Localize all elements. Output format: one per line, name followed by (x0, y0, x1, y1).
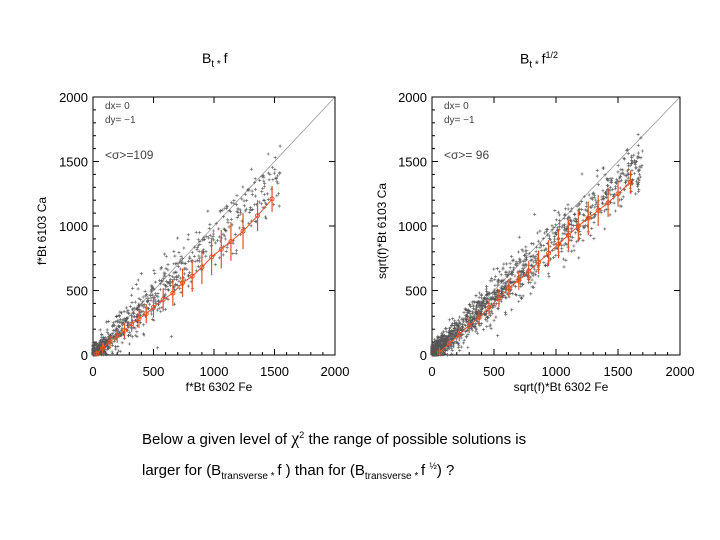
y-tick-label: 1500 (398, 155, 427, 170)
scatter-markers (430, 133, 645, 357)
mean-point (615, 191, 621, 197)
mean-point (143, 311, 149, 317)
mean-point (605, 200, 611, 206)
annotation: dy= −1 (105, 115, 136, 126)
annotation: dx= 0 (444, 101, 469, 112)
x-tick-label: 0 (428, 364, 435, 379)
mean-point (627, 179, 633, 185)
y-tick-label: 2000 (398, 90, 427, 105)
mean-point (114, 333, 120, 339)
mean-point (575, 223, 581, 229)
mean-point (107, 339, 113, 345)
mean-point (565, 232, 571, 238)
mean-point (160, 297, 166, 303)
y-tick-label: 0 (420, 348, 427, 363)
scatter-markers (91, 144, 282, 357)
mean-point (100, 345, 106, 351)
mean-point (595, 208, 601, 214)
mean-point (180, 280, 186, 286)
x-tick-label: 500 (143, 364, 165, 379)
x-tick-label: 500 (483, 364, 505, 379)
mean-point (170, 290, 176, 296)
caption-line-1: Below a given level of χ2 the range of p… (142, 428, 527, 448)
x-tick-label: 0 (89, 364, 96, 379)
x-tick-label: 1000 (200, 364, 229, 379)
chart-1: 0 500 1000 1500 2000 0 500 1000 1500 2000 f*Bt 630… (35, 90, 349, 394)
mean-point (121, 327, 127, 333)
chart-2: 0 500 1000 1500 2000 0 500 1000 1500 2000 sqrt(f)*… (375, 90, 694, 394)
mean-point (255, 213, 261, 219)
scatter-plots: 0 500 1000 1500 2000 0 500 1000 1500 2000 f*Bt 630… (35, 90, 694, 394)
y-tick-label: 500 (66, 284, 88, 299)
mean-point (151, 304, 156, 310)
mean-point (555, 241, 561, 247)
y-tick-label: 500 (405, 284, 427, 299)
y-tick-label: 2000 (59, 90, 88, 105)
scatter-points (430, 133, 645, 357)
x-tick-label: 2000 (666, 364, 695, 379)
mean-point (456, 331, 462, 337)
y-tick-label: 0 (81, 348, 88, 363)
y-axis-label: sqrt(f)*Bt 6103 Ca (375, 183, 389, 279)
mean-point (536, 259, 542, 265)
mean-point (486, 304, 492, 310)
y-tick-label: 1500 (59, 155, 88, 170)
mean-point (199, 264, 205, 270)
annotation: <σ>=109 (105, 148, 154, 162)
mean-point (136, 316, 142, 322)
mean-point (228, 238, 234, 244)
scatter-points (91, 144, 282, 357)
annotation: <σ>= 96 (444, 148, 489, 162)
x-tick-label: 1000 (542, 364, 571, 379)
y-tick-label: 1000 (59, 219, 88, 234)
mean-point (466, 322, 472, 328)
mean-point (209, 254, 215, 260)
mean-point (436, 349, 442, 355)
mean-point (506, 285, 512, 291)
annotation: dx= 0 (105, 101, 130, 112)
x-tick-label: 1500 (604, 364, 633, 379)
mean-point (94, 351, 100, 357)
mean-point (189, 273, 195, 279)
mean-point (526, 268, 532, 274)
mean-point (546, 250, 552, 256)
x-tick-label: 2000 (321, 364, 350, 379)
mean-point (446, 340, 452, 346)
y-axis-label: f*Bt 6103 Ca (35, 197, 49, 265)
mean-point (585, 215, 591, 221)
mean-point (240, 228, 246, 234)
mean-line (439, 181, 631, 353)
mean-point (269, 196, 275, 202)
mean-line (96, 198, 273, 355)
diagonal-line (92, 96, 336, 356)
y-tick-label: 1000 (398, 219, 427, 234)
mean-point (476, 315, 482, 321)
x-tick-label: 1500 (260, 364, 289, 379)
mean-point (129, 321, 135, 327)
caption-line-2: larger for (Btransverse * f ) than for (… (142, 461, 455, 482)
annotation: dy= −1 (444, 115, 475, 126)
mean-point (218, 246, 224, 252)
x-axis-label: sqrt(f)*Bt 6302 Fe (514, 380, 609, 394)
mean-point (496, 295, 502, 301)
mean-point (516, 277, 522, 283)
x-axis-label: f*Bt 6302 Fe (186, 380, 253, 394)
left-plot-title: Bt * f (202, 50, 228, 70)
right-plot-title: Bt * f1/2 (520, 50, 558, 71)
